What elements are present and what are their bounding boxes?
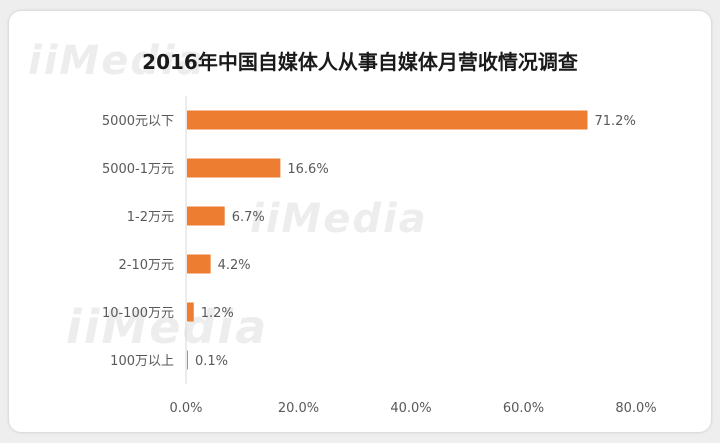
data-label: 71.2% <box>595 114 636 129</box>
category-label: 2-10万元 <box>118 258 174 273</box>
data-label: 1.2% <box>201 306 234 321</box>
chart-title: 2016年中国自媒体人从事自媒体月营收情况调查 <box>142 50 578 74</box>
category-label: 5000元以下 <box>102 114 174 129</box>
data-label: 4.2% <box>218 258 251 273</box>
bar <box>187 350 188 370</box>
bar <box>187 302 194 322</box>
category-label: 5000-1万元 <box>102 162 174 177</box>
x-tick-label: 0.0% <box>169 401 202 416</box>
category-label: 1-2万元 <box>127 210 174 225</box>
watermark-logo: iiMedia <box>66 300 269 354</box>
watermark-logo: iiMedia <box>28 38 206 84</box>
bar <box>187 110 588 130</box>
x-tick-label: 60.0% <box>503 401 544 416</box>
data-label: 16.6% <box>287 162 328 177</box>
x-tick-label: 80.0% <box>615 401 656 416</box>
bar <box>187 206 225 226</box>
data-label: 0.1% <box>195 354 228 369</box>
category-label: 100万以上 <box>110 354 174 369</box>
x-tick-label: 20.0% <box>278 401 319 416</box>
chart-card <box>9 11 711 432</box>
category-label: 10-100万元 <box>102 306 174 321</box>
bar <box>187 254 211 274</box>
bar <box>187 158 281 178</box>
data-label: 6.7% <box>232 210 265 225</box>
watermark-logo: iiMedia <box>250 196 428 242</box>
x-tick-label: 40.0% <box>390 401 431 416</box>
